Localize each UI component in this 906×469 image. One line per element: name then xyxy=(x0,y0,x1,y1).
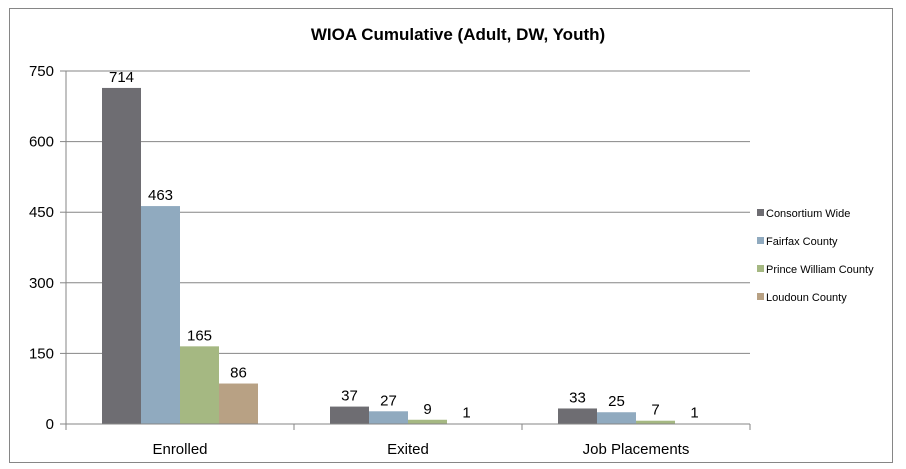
y-tick-label: 150 xyxy=(29,345,54,362)
x-category-label: Exited xyxy=(387,441,429,458)
bars xyxy=(102,87,714,424)
y-tick-label: 0 xyxy=(46,416,54,433)
chart-title: WIOA Cumulative (Adult, DW, Youth) xyxy=(311,25,605,44)
legend: Consortium Wide Fairfax County Prince Will… xyxy=(757,208,874,304)
data-label: 165 xyxy=(187,327,212,344)
data-label: 25 xyxy=(608,393,625,410)
legend-label: Loudoun County xyxy=(766,292,847,304)
y-tick-label: 300 xyxy=(29,275,54,292)
data-label: 1 xyxy=(690,405,698,422)
bar xyxy=(636,420,675,424)
data-labels: 714 463 165 86 37 27 9 1 33 25 7 1 xyxy=(109,69,699,422)
bar xyxy=(102,87,141,424)
y-axis-ticks: 0 150 300 450 600 750 xyxy=(29,63,66,433)
legend-label: Fairfax County xyxy=(766,236,838,248)
y-tick-label: 450 xyxy=(29,204,54,221)
x-category-label: Job Placements xyxy=(583,441,690,458)
bar xyxy=(558,408,597,424)
legend-swatch xyxy=(757,237,764,244)
legend-swatch xyxy=(757,209,764,216)
bar xyxy=(369,411,408,424)
data-label: 27 xyxy=(380,392,397,409)
x-axis-categories: Enrolled Exited Job Placements xyxy=(65,423,751,458)
y-tick-label: 600 xyxy=(29,134,54,151)
bar xyxy=(180,346,219,424)
bar xyxy=(330,406,369,424)
legend-swatch xyxy=(757,293,764,300)
bar xyxy=(408,419,447,424)
data-label: 1 xyxy=(462,405,470,422)
data-label: 714 xyxy=(109,69,134,86)
x-category-label: Enrolled xyxy=(152,441,207,458)
legend-swatch xyxy=(757,265,764,272)
data-label: 86 xyxy=(230,365,247,382)
data-label: 9 xyxy=(423,401,431,418)
legend-label: Prince William County xyxy=(766,264,874,276)
data-label: 33 xyxy=(569,389,586,406)
data-label: 463 xyxy=(148,187,173,204)
bar xyxy=(141,206,180,424)
y-tick-label: 750 xyxy=(29,63,54,80)
bar xyxy=(219,383,258,424)
data-label: 7 xyxy=(651,402,659,419)
legend-label: Consortium Wide xyxy=(766,208,850,220)
bar xyxy=(597,412,636,424)
data-label: 37 xyxy=(341,388,358,405)
